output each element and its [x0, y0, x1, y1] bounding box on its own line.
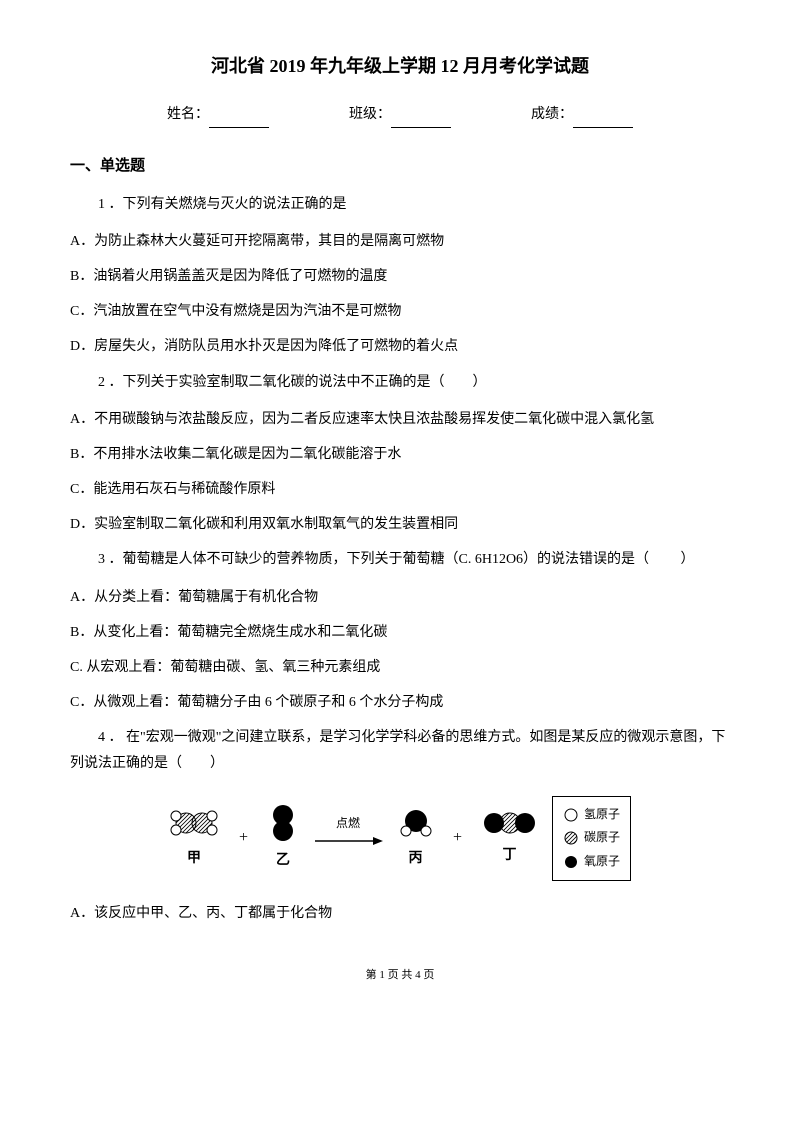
q2-text: 2 ．下列关于实验室制取二氧化碳的说法中不正确的是（ ） — [70, 370, 730, 395]
q3-text: 3 ．葡萄糖是人体不可缺少的营养物质，下列关于葡萄糖（C. 6H12O6）的说法… — [70, 547, 730, 572]
name-blank — [209, 113, 269, 128]
legend: 氢原子 碳原子 氧原子 — [552, 796, 631, 881]
q1-option-a: A．为防止森林大火蔓延可开挖隔离带，其目的是隔离可燃物 — [70, 229, 730, 254]
molecule-ding: 丁 — [482, 808, 537, 868]
q1-option-c: C．汽油放置在空气中没有燃烧是因为汽油不是可燃物 — [70, 299, 730, 324]
q3-option-d: C．从微观上看：葡萄糖分子由 6 个碳原子和 6 个水分子构成 — [70, 690, 730, 715]
legend-carbon: 碳原子 — [563, 827, 620, 849]
molecule-jia: 甲 — [169, 806, 219, 871]
molecule-yi-svg — [268, 803, 298, 843]
label-jia: 甲 — [187, 846, 201, 871]
legend-oxygen-label: 氧原子 — [584, 851, 620, 873]
score-label: 成绩： — [531, 107, 573, 122]
legend-hydrogen: 氢原子 — [563, 804, 620, 826]
page-content: 河北省 2019 年九年级上学期 12 月月考化学试题 姓名： 班级： 成绩： … — [0, 0, 800, 1016]
molecule-yi: 乙 — [268, 803, 298, 873]
label-bing: 丙 — [408, 846, 422, 871]
page-footer: 第 1 页 共 4 页 — [70, 966, 730, 986]
label-ding: 丁 — [503, 843, 517, 868]
arrow: 点燃 — [313, 813, 383, 864]
q4-text: 4 ． 在"宏观一微观"之间建立联系，是学习化学学科必备的思维方式。如图是某反应… — [70, 725, 730, 775]
q3-option-b: B．从变化上看：葡萄糖完全燃烧生成水和二氧化碳 — [70, 620, 730, 645]
q2-option-a: A．不用碳酸钠与浓盐酸反应，因为二者反应速率太快且浓盐酸易挥发使二氧化碳中混入氯… — [70, 407, 730, 432]
q4-option-a: A．该反应中甲、乙、丙、丁都属于化合物 — [70, 901, 730, 926]
score-blank — [573, 113, 633, 128]
q2-option-d: D．实验室制取二氧化碳和利用双氧水制取氧气的发生装置相同 — [70, 512, 730, 537]
molecule-ding-svg — [482, 808, 537, 838]
exam-title: 河北省 2019 年九年级上学期 12 月月考化学试题 — [70, 50, 730, 82]
q1-option-b: B．油锅着火用锅盖盖灭是因为降低了可燃物的温度 — [70, 264, 730, 289]
score-field: 成绩： — [531, 102, 633, 127]
header-fields: 姓名： 班级： 成绩： — [70, 102, 730, 127]
q3-option-a: A．从分类上看：葡萄糖属于有机化合物 — [70, 585, 730, 610]
molecule-bing: 丙 — [398, 806, 433, 871]
name-field: 姓名： — [167, 102, 269, 127]
q2-option-c: C．能选用石灰石与稀硫酸作原料 — [70, 477, 730, 502]
plus-2: + — [453, 824, 462, 853]
label-yi: 乙 — [276, 848, 290, 873]
q2-option-b: B．不用排水法收集二氧化碳是因为二氧化碳能溶于水 — [70, 442, 730, 467]
legend-carbon-label: 碳原子 — [584, 827, 620, 849]
section-1-header: 一、单选题 — [70, 153, 730, 180]
plus-1: + — [239, 824, 248, 853]
class-blank — [391, 113, 451, 128]
class-label: 班级： — [349, 107, 391, 122]
legend-hydrogen-label: 氢原子 — [584, 804, 620, 826]
legend-oxygen: 氧原子 — [563, 851, 620, 873]
q3-option-c: C. 从宏观上看：葡萄糖由碳、氢、氧三种元素组成 — [70, 655, 730, 680]
q1-option-d: D．房屋失火，消防队员用水扑灭是因为降低了可燃物的着火点 — [70, 334, 730, 359]
molecule-jia-svg — [169, 806, 219, 841]
q1-text: 1 ．下列有关燃烧与灭火的说法正确的是 — [70, 192, 730, 217]
arrow-label: 点燃 — [336, 813, 360, 835]
reaction-diagram: 甲 + 乙 点燃 丙 + — [70, 796, 730, 881]
molecule-bing-svg — [398, 806, 433, 841]
arrow-svg — [313, 834, 383, 849]
class-field: 班级： — [349, 102, 451, 127]
name-label: 姓名： — [167, 107, 209, 122]
